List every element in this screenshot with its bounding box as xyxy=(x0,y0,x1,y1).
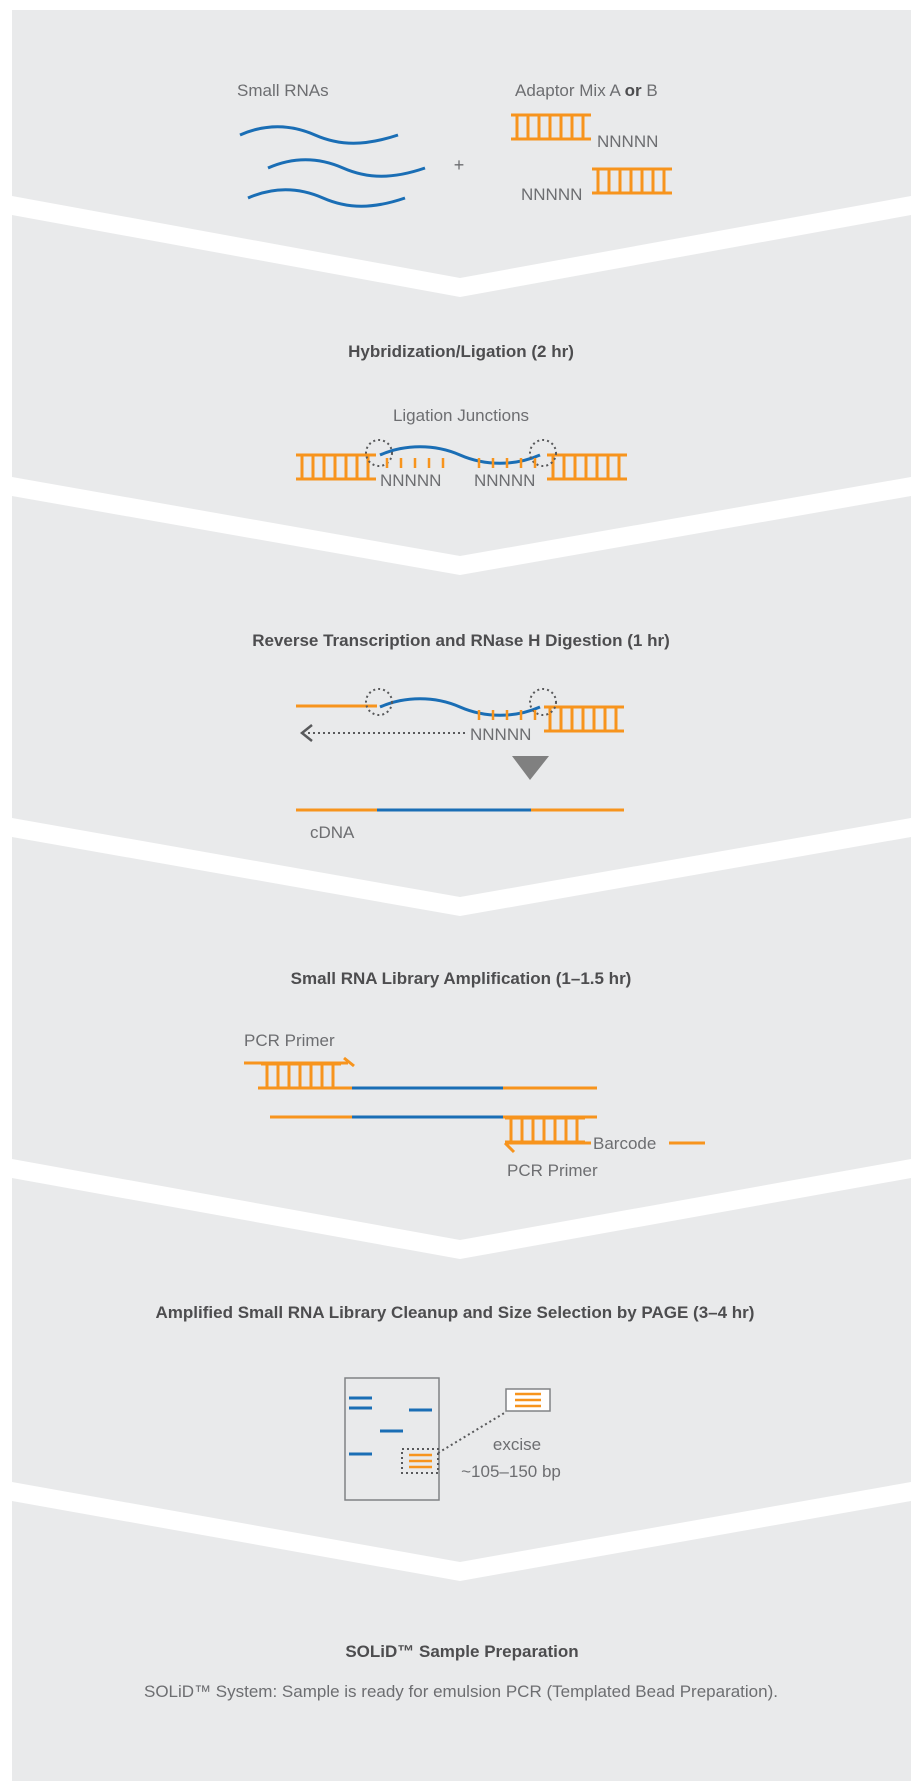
down-arrowhead-icon xyxy=(512,756,549,780)
pcr-primer-top-label: PCR Primer xyxy=(244,1031,335,1050)
small-rnas-label: Small RNAs xyxy=(237,81,329,100)
rna-strand-ligated xyxy=(379,445,541,465)
nnnnn-left: NNNNN xyxy=(380,471,441,490)
excise-dotted-line xyxy=(437,1411,507,1454)
small-rna-strands xyxy=(239,125,426,208)
panel-step-4 xyxy=(12,837,911,1240)
panel-step-3 xyxy=(12,496,911,897)
junction-circle-rt-left xyxy=(365,688,393,716)
nnnnn-right: NNNNN xyxy=(474,471,535,490)
step-2-title: Hybridization/Ligation (2 hr) xyxy=(348,342,574,361)
panel-step-5 xyxy=(12,1178,911,1562)
reverse-transcription-arrow xyxy=(299,724,466,742)
panel-step-1 xyxy=(12,10,911,278)
step-5-title: Amplified Small RNA Library Cleanup and … xyxy=(156,1303,755,1322)
panel-step-2 xyxy=(12,215,911,556)
step-4-title: Small RNA Library Amplification (1–1.5 h… xyxy=(291,969,632,988)
junction-circle-right xyxy=(529,439,557,467)
step-3-title: Reverse Transcription and RNase H Digest… xyxy=(252,631,670,650)
rna-strand-rt xyxy=(379,697,541,717)
plus-sign: + xyxy=(454,155,465,175)
cdna-label: cDNA xyxy=(310,823,355,842)
ligation-junctions-label: Ligation Junctions xyxy=(393,406,529,425)
nnnnn-adaptor-b: NNNNN xyxy=(521,185,582,204)
pcr-primer-bottom xyxy=(503,1116,591,1154)
panel-step-6 xyxy=(12,1501,911,1781)
page-gel xyxy=(344,1377,440,1501)
junction-circle-rt-right xyxy=(529,688,557,716)
step-6-body: SOLiD™ System: Sample is ready for emuls… xyxy=(144,1682,778,1701)
pcr-primer-top xyxy=(244,1056,355,1090)
nnnnn-adaptor-a: NNNNN xyxy=(597,132,658,151)
nnnnn-rt: NNNNN xyxy=(470,725,531,744)
pcr-primer-bottom-label: PCR Primer xyxy=(507,1161,598,1180)
junction-circle-left xyxy=(365,439,393,467)
step-6-title: SOLiD™ Sample Preparation xyxy=(345,1642,578,1661)
excised-band-box xyxy=(505,1388,551,1412)
size-range-label: ~105–150 bp xyxy=(461,1462,561,1481)
barcode-label: Barcode xyxy=(593,1134,656,1153)
excise-label: excise xyxy=(493,1435,541,1454)
adaptor-mix-label: Adaptor Mix A or B xyxy=(515,81,658,100)
